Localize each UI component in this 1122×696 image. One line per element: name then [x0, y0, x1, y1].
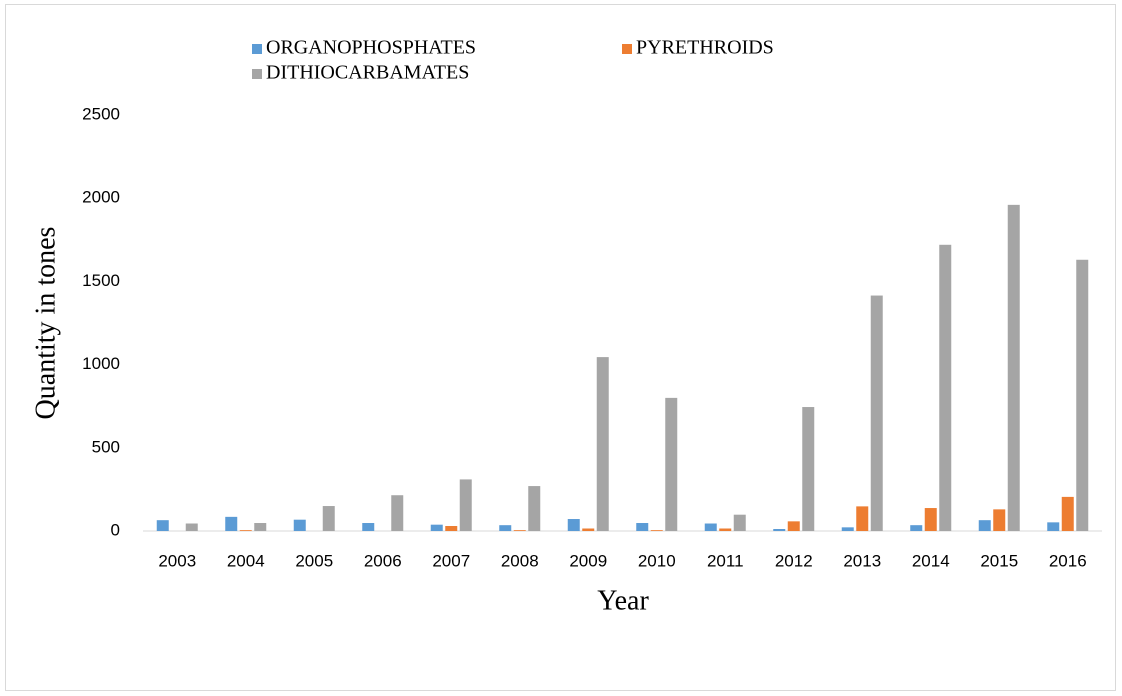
legend-swatch [252, 69, 262, 79]
bar [993, 509, 1006, 531]
x-tick-label: 2012 [775, 551, 813, 570]
legend-label: PYRETHROIDS [636, 37, 774, 59]
x-tick-label: 2005 [295, 551, 333, 570]
bar [528, 486, 541, 531]
bar [1047, 522, 1060, 531]
y-tick-label: 2000 [82, 188, 120, 207]
bar [239, 530, 252, 531]
legend-swatch [252, 44, 262, 54]
x-tick-label: 2013 [843, 551, 881, 570]
bar [391, 495, 404, 531]
x-tick-label: 2008 [501, 551, 539, 570]
bar [362, 523, 375, 531]
bar [430, 524, 443, 531]
x-tick-label: 2010 [638, 551, 676, 570]
bar [841, 527, 854, 531]
bar [650, 530, 663, 531]
bar [567, 519, 580, 531]
x-tick-label: 2011 [707, 551, 744, 570]
bar [1061, 496, 1074, 531]
bar [870, 295, 883, 531]
y-tick-label: 1500 [82, 271, 120, 290]
y-tick-label: 1000 [82, 354, 120, 373]
y-tick-label: 500 [92, 437, 120, 456]
bar [939, 244, 952, 532]
bar [719, 528, 732, 531]
bar [787, 521, 800, 531]
bar [254, 523, 267, 531]
legend-swatch [622, 44, 632, 54]
x-tick-label: 2014 [912, 551, 950, 570]
bar [185, 523, 198, 531]
bar [802, 407, 815, 531]
bar [1076, 259, 1089, 531]
y-tick-label: 2500 [82, 104, 120, 123]
bar [513, 530, 526, 531]
bar [1007, 204, 1020, 531]
bar [499, 525, 512, 531]
bar [582, 528, 595, 531]
bar [459, 479, 472, 531]
bar [445, 526, 458, 531]
legend-label: ORGANOPHOSPHATES [266, 37, 476, 59]
x-axis-title: Year [597, 585, 649, 616]
bar [773, 529, 786, 531]
y-axis-title: Quantity in tones [30, 227, 61, 420]
x-tick-label: 2016 [1049, 551, 1087, 570]
x-tick-label: 2007 [432, 551, 470, 570]
x-tick-label: 2003 [158, 551, 196, 570]
x-tick-label: 2015 [980, 551, 1018, 570]
chart-frame [5, 4, 1116, 691]
bar [636, 523, 649, 531]
bar [924, 508, 937, 531]
bar [293, 519, 306, 531]
bar [733, 514, 746, 531]
y-tick-label: 0 [111, 520, 120, 539]
x-tick-label: 2006 [364, 551, 402, 570]
bar [322, 506, 335, 531]
bar [156, 520, 169, 531]
bar [910, 525, 923, 531]
x-tick-label: 2009 [569, 551, 607, 570]
x-tick-label: 2004 [227, 551, 265, 570]
bar [856, 506, 869, 531]
bar [704, 523, 717, 531]
bar [978, 520, 991, 531]
bar [596, 357, 609, 531]
legend-label: DITHIOCARBAMATES [266, 62, 469, 84]
bar [665, 397, 678, 531]
bar [225, 516, 238, 531]
